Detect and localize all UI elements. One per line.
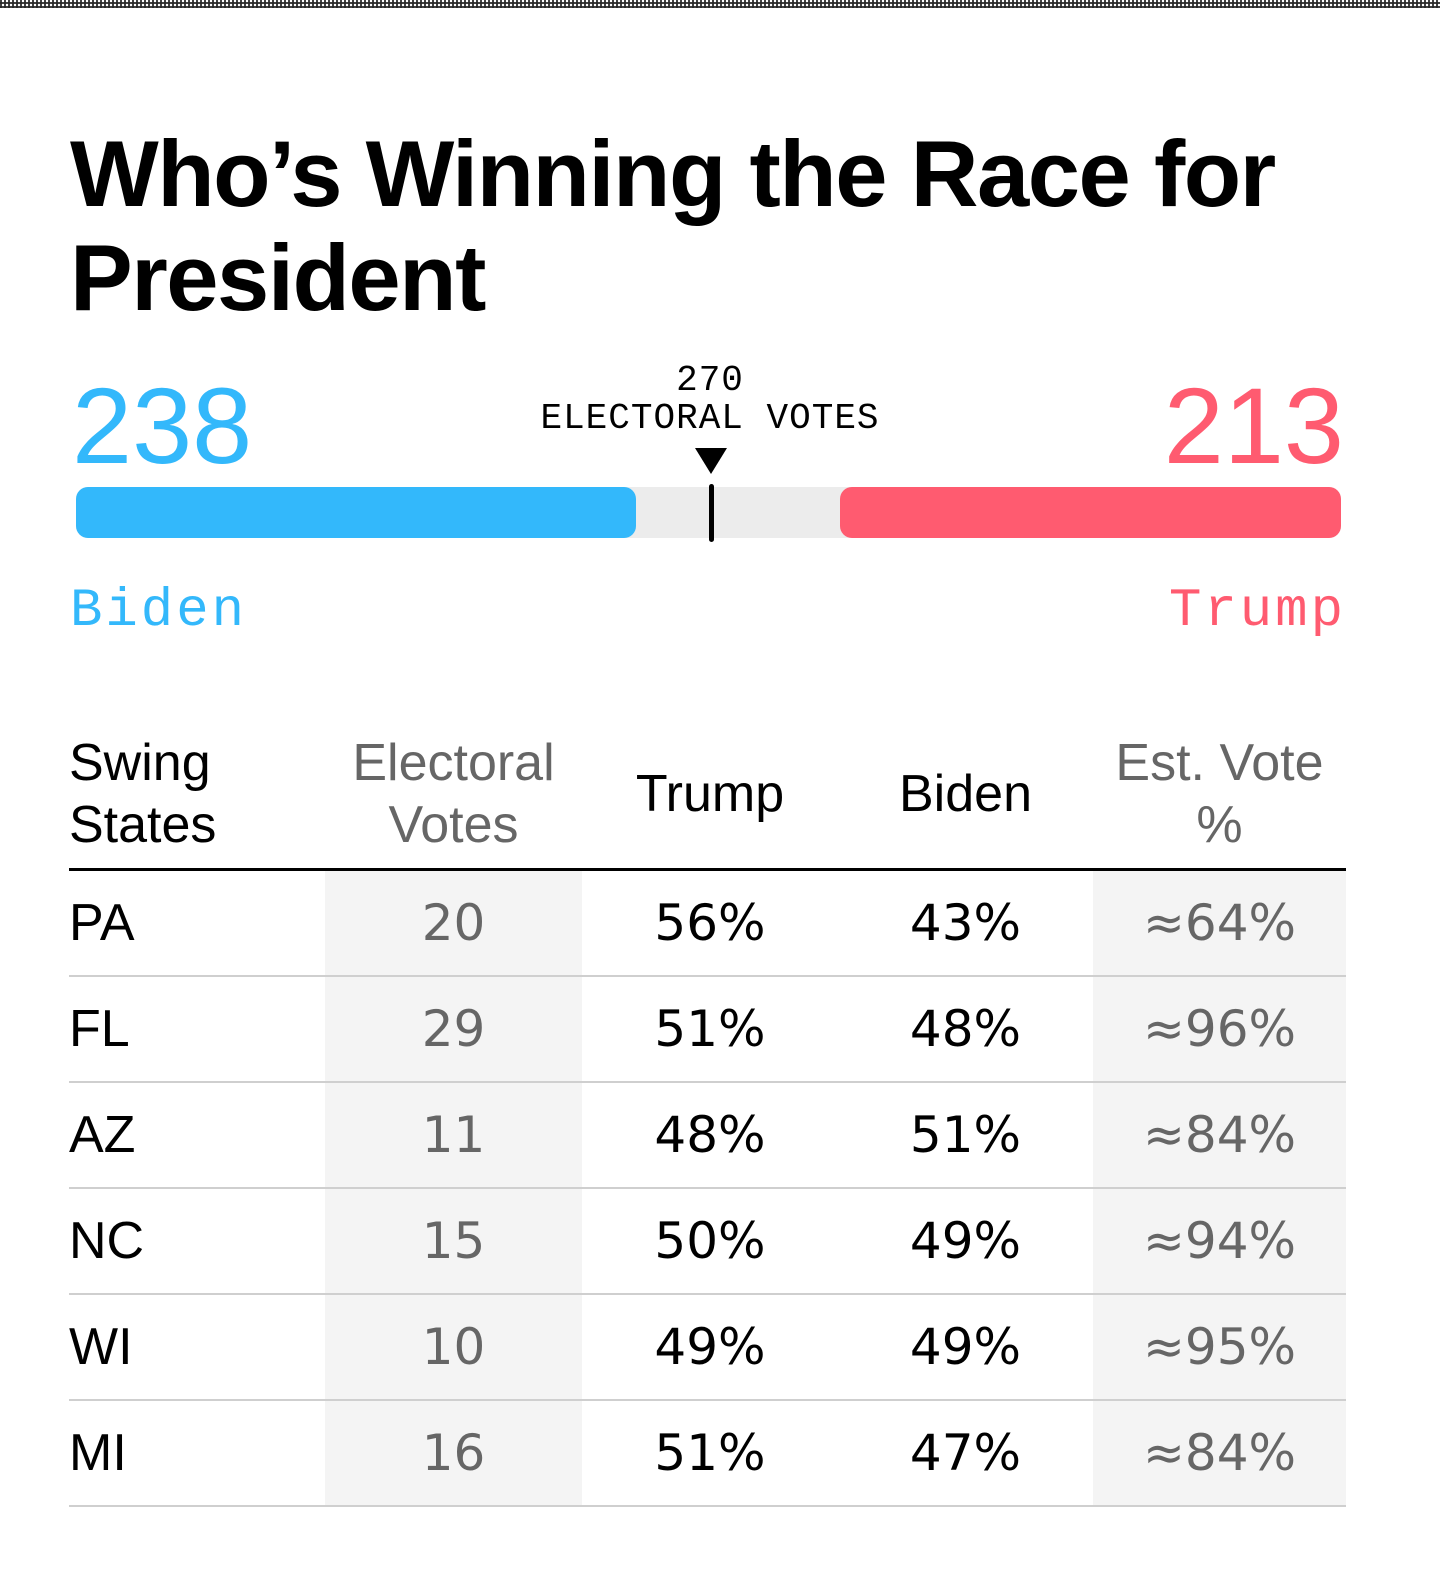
- electoral-votes-cell: 11: [325, 1082, 582, 1189]
- biden-pct-cell: 49%: [838, 1294, 1093, 1401]
- est-vote-cell: ≈84%: [1093, 1082, 1346, 1189]
- table-row: AZ 11 48% 51% ≈84%: [69, 1082, 1346, 1189]
- biden-electoral-count: 238: [72, 365, 253, 486]
- header-trump: Trump: [582, 720, 838, 871]
- state-cell: NC: [69, 1188, 325, 1295]
- est-vote-cell: ≈64%: [1093, 869, 1346, 977]
- electoral-votes-cell: 10: [325, 1294, 582, 1401]
- table-row: MI 16 51% 47% ≈84%: [69, 1400, 1346, 1507]
- state-cell: PA: [69, 869, 325, 977]
- electoral-votes-cell: 20: [325, 869, 582, 977]
- state-cell: FL: [69, 976, 325, 1083]
- header-electoral-votes: Electoral Votes: [325, 720, 582, 871]
- biden-label: Biden: [70, 581, 248, 642]
- trump-pct-cell: 51%: [582, 976, 838, 1083]
- page-title: Who’s Winning the Race for President: [70, 121, 1276, 330]
- electoral-votes-cell: 29: [325, 976, 582, 1083]
- electoral-votes-cell: 15: [325, 1188, 582, 1295]
- state-cell: MI: [69, 1400, 325, 1507]
- biden-pct-cell: 43%: [838, 869, 1093, 977]
- threshold-label: 270 ELECTORAL VOTES: [480, 362, 940, 438]
- est-vote-cell: ≈94%: [1093, 1188, 1346, 1295]
- trump-pct-cell: 50%: [582, 1188, 838, 1295]
- electoral-votes-cell: 16: [325, 1400, 582, 1507]
- trump-label: Trump: [1168, 581, 1346, 642]
- est-vote-cell: ≈84%: [1093, 1400, 1346, 1507]
- biden-pct-cell: 51%: [838, 1082, 1093, 1189]
- electoral-bar-track: [76, 487, 1341, 538]
- table-row: PA 20 56% 43% ≈64%: [69, 869, 1346, 977]
- biden-pct-cell: 49%: [838, 1188, 1093, 1295]
- header-est-vote: Est. Vote%: [1093, 720, 1346, 871]
- trump-pct-cell: 49%: [582, 1294, 838, 1401]
- trump-electoral-count: 213: [1163, 365, 1344, 486]
- threshold-value: 270: [676, 360, 744, 401]
- trump-pct-cell: 48%: [582, 1082, 838, 1189]
- biden-pct-cell: 47%: [838, 1400, 1093, 1507]
- table-row: FL 29 51% 48% ≈96%: [69, 976, 1346, 1083]
- est-vote-cell: ≈95%: [1093, 1294, 1346, 1401]
- state-cell: WI: [69, 1294, 325, 1401]
- top-dotted-rule: [0, 0, 1440, 8]
- biden-pct-cell: 48%: [838, 976, 1093, 1083]
- state-cell: AZ: [69, 1082, 325, 1189]
- header-biden: Biden: [838, 720, 1093, 871]
- table-row: WI 10 49% 49% ≈95%: [69, 1294, 1346, 1401]
- biden-bar: [76, 487, 636, 538]
- table-header-row: Swing States Electoral Votes Trump Biden E…: [69, 720, 1346, 871]
- trump-pct-cell: 56%: [582, 869, 838, 977]
- trump-pct-cell: 51%: [582, 1400, 838, 1507]
- header-swing-states: Swing States: [69, 720, 325, 871]
- trump-bar: [840, 487, 1341, 538]
- threshold-arrow-icon: [694, 448, 727, 474]
- table-row: NC 15 50% 49% ≈94%: [69, 1188, 1346, 1295]
- threshold-tick: [708, 484, 714, 542]
- swing-states-table: Swing States Electoral Votes Trump Biden E…: [69, 720, 1346, 1507]
- est-vote-cell: ≈96%: [1093, 976, 1346, 1083]
- threshold-caption: ELECTORAL VOTES: [540, 398, 880, 439]
